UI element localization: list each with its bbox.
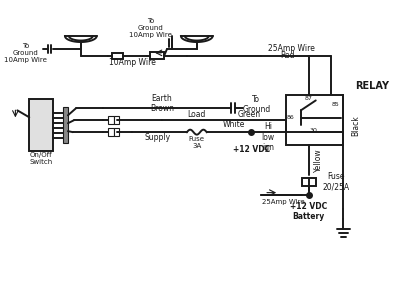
Text: 86: 86 bbox=[287, 115, 295, 120]
Text: 10Amp Wire: 10Amp Wire bbox=[109, 58, 156, 67]
Text: Green: Green bbox=[238, 110, 261, 119]
Text: Hi
low
ign: Hi low ign bbox=[262, 122, 275, 152]
Text: Yellow: Yellow bbox=[314, 148, 323, 172]
Text: Fuse
20/25A: Fuse 20/25A bbox=[322, 172, 349, 191]
Bar bbox=[108, 128, 114, 136]
Bar bbox=[108, 116, 114, 124]
Text: Load: Load bbox=[188, 110, 206, 119]
Bar bbox=[150, 52, 164, 59]
Text: 85: 85 bbox=[332, 102, 340, 107]
Bar bbox=[286, 95, 344, 145]
Text: RELAY: RELAY bbox=[355, 81, 389, 91]
Text: To
Ground: To Ground bbox=[242, 95, 270, 114]
Text: +12 VDC: +12 VDC bbox=[233, 146, 270, 154]
Bar bbox=[302, 178, 316, 186]
Text: Fuse
3A: Fuse 3A bbox=[189, 136, 205, 148]
Text: On/Off
Switch: On/Off Switch bbox=[30, 152, 53, 165]
Text: To
Ground
10Amp Wire: To Ground 10Amp Wire bbox=[4, 43, 47, 63]
Text: Earth
Brown: Earth Brown bbox=[150, 94, 174, 113]
Text: Black: Black bbox=[351, 115, 360, 136]
Text: 30: 30 bbox=[310, 128, 318, 133]
Bar bbox=[114, 128, 120, 136]
Bar bbox=[63, 107, 68, 143]
Text: 25Amp Wire: 25Amp Wire bbox=[268, 44, 314, 53]
Text: Red: Red bbox=[281, 51, 295, 60]
Bar bbox=[114, 116, 120, 124]
Text: White: White bbox=[222, 120, 245, 129]
Text: 25Amp Wire: 25Amp Wire bbox=[262, 199, 304, 205]
Bar bbox=[29, 99, 53, 151]
Bar bbox=[112, 53, 124, 59]
Text: Supply: Supply bbox=[144, 133, 170, 142]
Text: 87: 87 bbox=[305, 96, 313, 101]
Text: To
Ground
10Amp Wire: To Ground 10Amp Wire bbox=[129, 18, 172, 38]
Text: +12 VDC
Battery: +12 VDC Battery bbox=[290, 202, 328, 221]
